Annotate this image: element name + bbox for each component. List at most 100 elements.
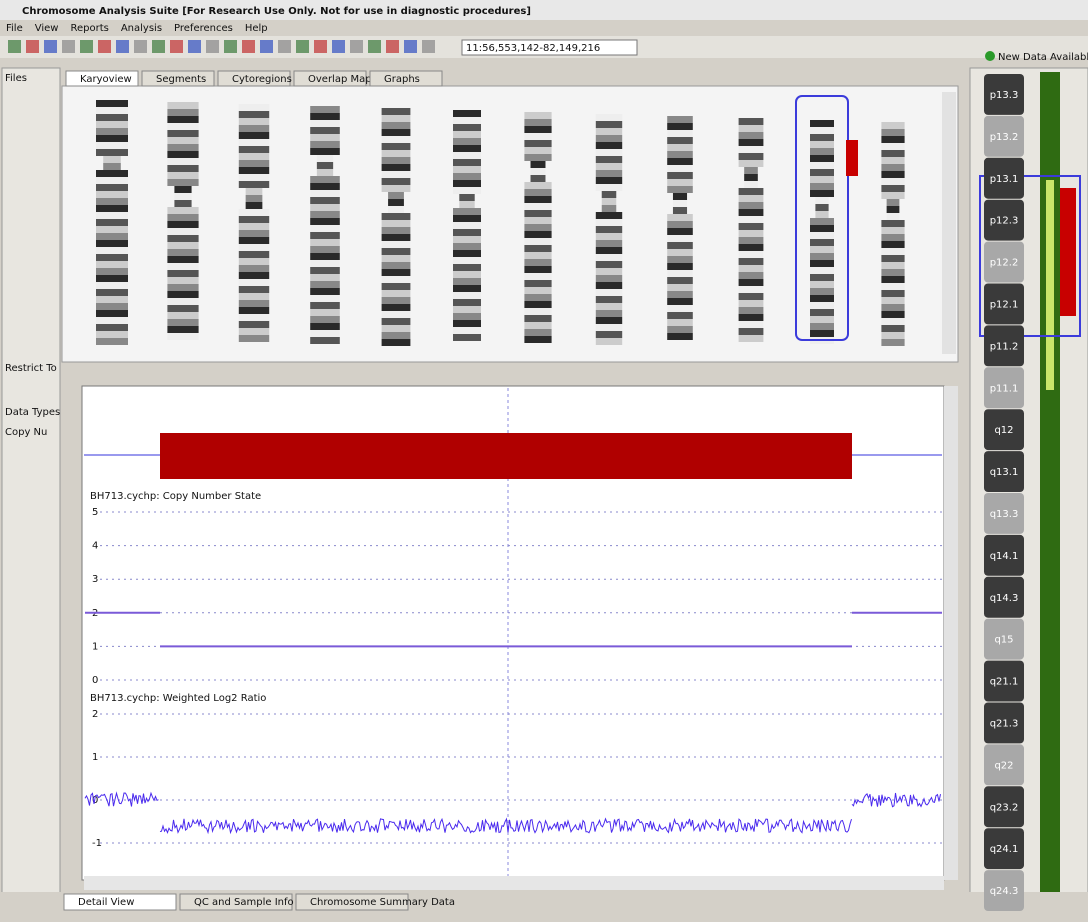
band (667, 249, 693, 256)
band (881, 227, 904, 234)
menu-item[interactable]: Preferences (174, 23, 233, 34)
toolbar-button[interactable] (80, 40, 93, 53)
band (810, 260, 834, 267)
band (524, 140, 551, 147)
band (667, 284, 693, 291)
location-text[interactable]: 11:56,553,142-82,149,216 (466, 43, 600, 54)
band (96, 268, 128, 275)
menu-item[interactable]: Help (245, 23, 268, 34)
toolbar-button[interactable] (260, 40, 273, 53)
band (667, 151, 693, 158)
band (453, 243, 481, 250)
chromosome[interactable] (667, 116, 693, 340)
band (453, 180, 481, 187)
band (524, 196, 551, 203)
toolbar-button[interactable] (206, 40, 219, 53)
chromosome[interactable] (96, 100, 128, 345)
chromosome[interactable] (881, 122, 904, 346)
band (810, 302, 834, 309)
chromosome[interactable] (810, 120, 834, 344)
band (167, 179, 198, 186)
chromosome[interactable] (167, 102, 198, 340)
files-label: Files (5, 73, 27, 84)
band (453, 278, 481, 285)
toolbar-button[interactable] (350, 40, 363, 53)
toolbar-button[interactable] (44, 40, 57, 53)
toolbar-button[interactable] (116, 40, 129, 53)
toolbar-button[interactable] (278, 40, 291, 53)
chromosome[interactable] (239, 104, 269, 342)
band (174, 186, 191, 193)
toolbar-button[interactable] (224, 40, 237, 53)
band (524, 322, 551, 329)
tab-label[interactable]: Cytoregions (232, 74, 292, 85)
band (382, 269, 411, 276)
toolbar-button[interactable] (170, 40, 183, 53)
band (382, 318, 411, 325)
band (453, 166, 481, 173)
band (739, 244, 764, 251)
h-scrollbar[interactable] (84, 876, 944, 890)
band (596, 156, 622, 163)
band (310, 225, 340, 232)
band (596, 310, 622, 317)
chromosome[interactable] (453, 110, 481, 341)
chromosome[interactable] (382, 108, 411, 346)
toolbar-button[interactable] (8, 40, 21, 53)
band (382, 178, 411, 185)
chromosome[interactable] (739, 118, 764, 342)
toolbar-button[interactable] (152, 40, 165, 53)
band (524, 119, 551, 126)
bottom-tab-label[interactable]: Chromosome Summary Data (310, 897, 455, 908)
tab-label[interactable]: Overlap Map (308, 74, 372, 85)
toolbar-button[interactable] (368, 40, 381, 53)
bottom-tab-label[interactable]: Detail View (78, 897, 134, 908)
toolbar-button[interactable] (62, 40, 75, 53)
toolbar-button[interactable] (242, 40, 255, 53)
band (881, 143, 904, 150)
toolbar-button[interactable] (26, 40, 39, 53)
band (103, 163, 121, 170)
toolbar-button[interactable] (98, 40, 111, 53)
toolbar-button[interactable] (332, 40, 345, 53)
band (96, 170, 128, 177)
toolbar-button[interactable] (422, 40, 435, 53)
track-label: BH713.cychp: Weighted Log2 Ratio (90, 693, 266, 704)
menu-item[interactable]: File (6, 23, 23, 34)
deletion-segment[interactable] (160, 433, 852, 479)
band (310, 113, 340, 120)
new-data-text[interactable]: New Data Available (998, 52, 1088, 63)
band (167, 207, 198, 214)
band (739, 230, 764, 237)
menu-item[interactable]: Reports (70, 23, 108, 34)
menu-item[interactable]: View (35, 23, 59, 34)
karyo-scrollbar[interactable] (942, 92, 956, 354)
band (96, 100, 128, 107)
detail-scrollbar[interactable] (944, 386, 958, 880)
toolbar-button[interactable] (386, 40, 399, 53)
band (239, 174, 269, 181)
band (596, 177, 622, 184)
band (739, 188, 764, 195)
band (96, 310, 128, 317)
toolbar-button[interactable] (134, 40, 147, 53)
tab-label[interactable]: Karyoview (80, 74, 132, 85)
chromosome[interactable] (596, 114, 622, 345)
toolbar-button[interactable] (314, 40, 327, 53)
band (453, 124, 481, 131)
band (382, 143, 411, 150)
tab-label[interactable]: Graphs (384, 74, 420, 85)
band (96, 184, 128, 191)
band (739, 314, 764, 321)
band (388, 192, 404, 199)
band (810, 127, 834, 134)
menu-item[interactable]: Analysis (121, 23, 162, 34)
chromosome[interactable] (310, 106, 340, 344)
toolbar-button[interactable] (188, 40, 201, 53)
chromosome[interactable] (524, 112, 551, 343)
band (382, 213, 411, 220)
toolbar-button[interactable] (296, 40, 309, 53)
bottom-tab-label[interactable]: QC and Sample Info (194, 897, 294, 908)
toolbar-button[interactable] (404, 40, 417, 53)
tab-label[interactable]: Segments (156, 74, 206, 85)
